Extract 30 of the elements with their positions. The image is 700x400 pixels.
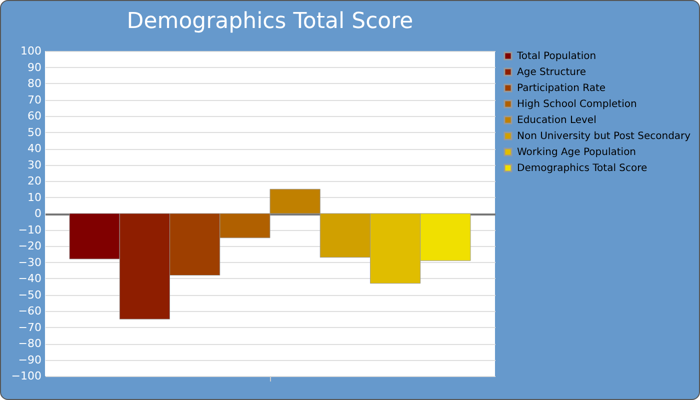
chart-title: Demographics Total Score xyxy=(126,9,414,34)
y-tick-label: 30 xyxy=(28,158,42,172)
y-tick-label: 90 xyxy=(28,60,42,74)
y-tick-label: 50 xyxy=(28,126,42,139)
legend-label: Participation Rate xyxy=(517,83,606,94)
y-tick-label: −80 xyxy=(18,337,42,350)
y-tick-label: −10 xyxy=(18,223,42,236)
legend-label: Age Structure xyxy=(517,67,586,78)
legend-label: Non University but Post Secondary xyxy=(517,131,691,142)
y-tick-label: 0 xyxy=(34,207,42,220)
y-tick-label: −90 xyxy=(18,353,42,366)
y-tick-label: −40 xyxy=(18,272,42,285)
y-tick-label: −20 xyxy=(18,240,42,252)
y-tick-label: −60 xyxy=(18,304,42,318)
legend-label: Working Age Population xyxy=(517,147,636,158)
y-tick-label: 100 xyxy=(20,44,42,58)
y-tick-label: 80 xyxy=(28,77,42,90)
legend-label: High School Completion xyxy=(517,99,637,110)
y-tick-label: 70 xyxy=(28,93,42,106)
y-tick-label: −100 xyxy=(11,370,42,382)
y-tick-label: −70 xyxy=(18,320,42,334)
y-tick-label: 10 xyxy=(28,190,42,204)
y-tick-label: −30 xyxy=(18,256,42,269)
legend-label: Total Population xyxy=(516,51,596,62)
legend-label: Education Level xyxy=(517,115,596,126)
y-tick-label: 40 xyxy=(28,142,42,155)
y-tick-label: 20 xyxy=(28,174,42,188)
legend-label: Demographics Total Score xyxy=(517,163,648,174)
y-tick-label: −50 xyxy=(18,288,42,302)
y-tick-label: 60 xyxy=(28,110,42,122)
